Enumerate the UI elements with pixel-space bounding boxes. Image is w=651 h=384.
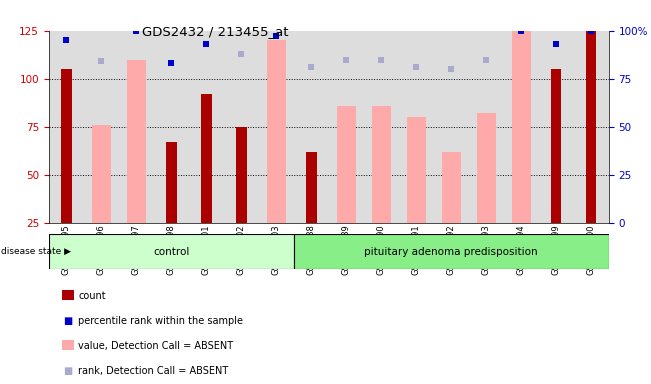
Text: pituitary adenoma predisposition: pituitary adenoma predisposition: [365, 247, 538, 257]
Bar: [49, 234, 294, 269]
Bar: [294, 234, 609, 269]
Text: rank, Detection Call = ABSENT: rank, Detection Call = ABSENT: [78, 366, 229, 376]
Text: control: control: [153, 247, 189, 257]
Text: ■: ■: [63, 366, 72, 376]
Bar: [586, 21, 596, 223]
Bar: [267, 40, 286, 223]
Bar: [61, 69, 72, 223]
Bar: [477, 113, 496, 223]
Text: value, Detection Call = ABSENT: value, Detection Call = ABSENT: [78, 341, 233, 351]
Bar: [306, 152, 316, 223]
Bar: [512, 25, 531, 223]
Bar: [166, 142, 176, 223]
Text: disease state ▶: disease state ▶: [1, 247, 71, 256]
Text: ■: ■: [63, 316, 72, 326]
Bar: [407, 117, 426, 223]
Text: GDS2432 / 213455_at: GDS2432 / 213455_at: [141, 25, 288, 38]
Bar: [236, 127, 247, 223]
Bar: [201, 94, 212, 223]
Bar: [551, 69, 561, 223]
Bar: [372, 106, 391, 223]
Text: count: count: [78, 291, 105, 301]
Bar: [337, 106, 356, 223]
Bar: [92, 125, 111, 223]
Text: percentile rank within the sample: percentile rank within the sample: [78, 316, 243, 326]
Bar: [127, 60, 146, 223]
Bar: [441, 152, 461, 223]
